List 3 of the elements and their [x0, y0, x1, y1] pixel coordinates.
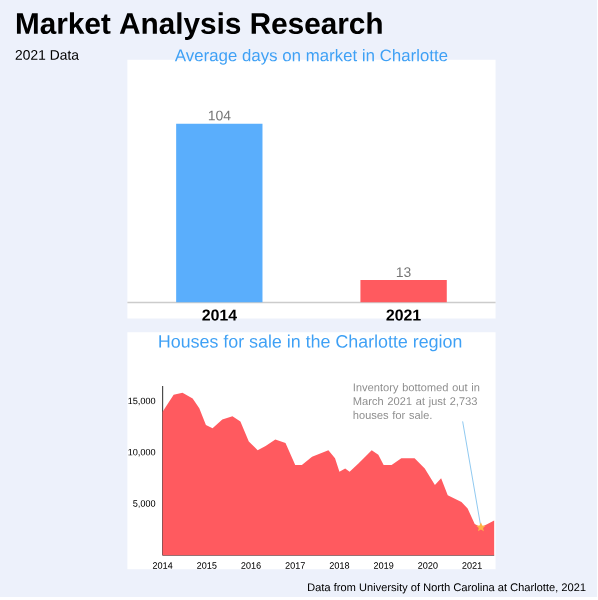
chart-title: Houses for sale in the Charlotte region — [159, 334, 462, 352]
chart-title: Average days on market in Charlotte — [175, 48, 448, 65]
text: Market Analysis Research — [17, 12, 383, 40]
